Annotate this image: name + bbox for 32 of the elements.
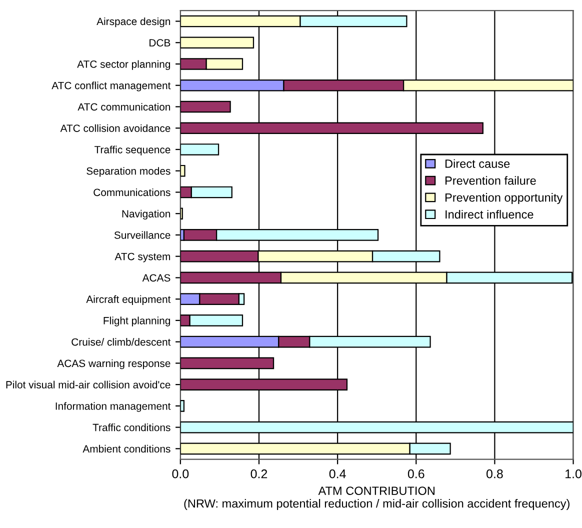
x-tick-label: 0.0 bbox=[172, 469, 189, 478]
y-tick-label: DCB bbox=[150, 39, 170, 46]
x-tick-label: 0.4 bbox=[329, 469, 346, 478]
y-tick-label: ACAS warning response bbox=[57, 359, 170, 370]
y-tick-label: Pilot visual mid-air collision avoid'ce bbox=[6, 380, 170, 388]
y-tick-label: Navigation bbox=[122, 210, 170, 220]
y-tick-label: Traffic sequence bbox=[94, 146, 170, 156]
x-tick-label: 1.0 bbox=[566, 469, 582, 478]
legend-label: Prevention opportunity bbox=[445, 193, 563, 204]
y-tick-label: ATC system bbox=[114, 252, 170, 262]
y-tick-label: ATC conflict management bbox=[52, 82, 171, 92]
y-tick-label: Surveillance bbox=[114, 231, 170, 239]
y-tick-label: ATC sector planning bbox=[77, 60, 170, 70]
y-tick-label: ACAS bbox=[142, 274, 170, 282]
y-tick-label: Cruise/ climb/descent bbox=[72, 338, 171, 346]
legend-label: Prevention failure bbox=[445, 176, 536, 185]
y-tick-label: Traffic conditions bbox=[92, 424, 170, 432]
y-tick-label: ATC collision avoidance bbox=[60, 124, 170, 132]
y-tick-label: Airspace design bbox=[96, 17, 170, 28]
legend-label: Direct cause bbox=[445, 159, 510, 168]
legend-label: Indirect influence bbox=[446, 210, 534, 219]
y-tick-label: Aircraft equipment bbox=[86, 295, 171, 306]
y-tick-label: ATC communication bbox=[78, 102, 170, 111]
y-tick-label: Information management bbox=[56, 402, 171, 412]
y-tick-label: Flight planning bbox=[104, 316, 170, 326]
x-tick-label: 0.2 bbox=[250, 469, 268, 478]
y-tick-label: Separation modes bbox=[86, 167, 170, 177]
y-tick-label: Communications bbox=[94, 188, 170, 196]
x-tick-label: 0.8 bbox=[486, 469, 503, 478]
x-tick-label: 0.6 bbox=[408, 469, 424, 478]
x-axis-title: ATM CONTRIBUTION (NRW: maximum potential reduction / mid-air collision accident frequency) bbox=[184, 486, 570, 510]
y-tick-label: Ambient conditions bbox=[82, 444, 170, 453]
